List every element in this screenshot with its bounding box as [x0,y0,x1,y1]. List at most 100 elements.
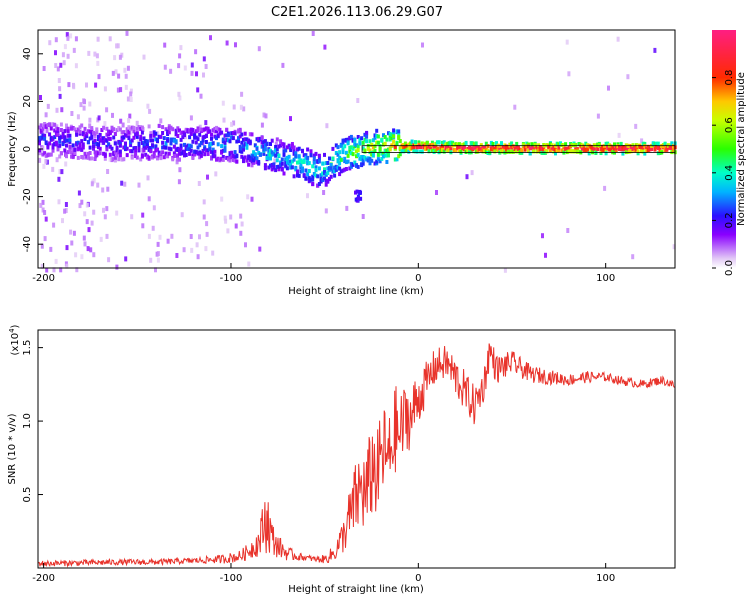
spectrogram-cell [272,151,276,156]
spectrogram-cell [274,148,278,153]
colorbar-label: Normalized spectral amplitude [736,72,747,226]
spectrogram-cell [478,146,482,151]
spectrogram-cell [142,54,146,60]
spectrogram-cell [56,132,60,137]
spectrogram-cell [97,142,100,147]
spectrogram-cell [184,127,188,132]
spectrogram-cell [108,130,112,135]
spectrogram-cell [311,182,315,186]
spectrogram-cell [393,157,397,162]
spectrogram-cell [527,142,530,147]
spectrogram-cell [183,130,186,135]
spectrogram-cell [392,128,396,133]
spectrogram-cell [378,159,382,164]
spectrogram-cell [274,153,278,158]
spectrogram-cell [287,154,291,159]
spectrogram-cell [383,141,387,146]
spectrogram-cell [88,145,92,150]
spectrogram-cell [294,151,298,156]
spectrogram-cell [317,166,321,171]
spectrogram-cell [587,151,591,156]
spectrogram-cell [81,155,85,160]
spectrogram-cell [292,145,296,150]
spectrogram-cell [516,146,520,151]
spectrogram-cell [164,145,168,150]
spectrogram-cell [68,133,72,138]
spectrogram-cell [72,84,76,90]
spectrogram-cell [226,228,230,234]
spectrogram-cell [53,135,57,140]
spectrogram-cell [139,126,143,131]
spectrogram-cell [208,143,212,148]
spectrogram-cell [388,137,392,142]
spectrogram-cell [496,148,500,153]
spectrogram-cell [400,146,404,151]
spectrogram-cell [196,87,200,93]
spectrogram-cell [344,138,348,143]
spectrogram-cell [543,150,547,155]
spectrogram-cell [505,149,509,154]
spectrogram-cell [90,156,94,161]
spectrogram-cell [56,147,60,152]
spectrogram-cell [161,145,165,150]
spectrogram-cell [565,147,569,152]
spectrogram-cell [139,134,143,139]
spectrogram-cell [164,127,168,132]
spectrogram-cell [359,196,363,201]
spectrogram-cell [242,137,245,142]
spectrogram-cell [548,142,552,147]
spectrogram-cell [243,137,247,142]
spectrogram-cell [570,143,574,147]
spectrogram-cell [398,146,402,151]
spectrogram-cell [134,146,138,150]
spectrogram-cell [557,145,561,150]
spectrogram-cell [326,166,330,171]
spectrogram-cell [56,130,60,134]
spectrogram-cell [51,143,55,148]
spectrogram-cell [621,145,625,150]
spectrogram-cell [58,154,62,159]
spectrogram-cell [130,138,134,143]
spectrogram-cell [42,66,46,71]
spectrogram-cell [118,54,122,60]
spectrogram-cell [474,141,478,146]
spectrogram-cell [198,124,202,130]
spectrogram-cell [346,141,350,146]
spectrogram-cell [425,141,429,146]
spectrogram-cell [242,159,245,164]
spectrogram-cell [242,147,245,152]
spectrogram-cell [130,149,134,154]
spectrogram-cell [86,140,90,145]
spectrogram-cell [269,152,272,157]
spectrogram-cell [154,267,157,273]
spectrogram-cell [76,140,80,145]
spectrogram-cell [83,134,87,139]
spectrogram-cell [174,147,178,152]
spectrogram-cell [525,144,529,149]
spectrogram-cell [55,157,59,163]
spectrogram-cell [245,158,249,163]
spectrogram-cell [334,151,338,155]
spectrogram-cell [122,135,126,140]
spectrogram-cell [125,30,129,36]
spectrogram-cell [48,141,52,146]
spectrogram-cell [240,221,244,227]
snr-y-tick-label: 0.5 [22,487,33,503]
spectrogram-cell [312,172,316,176]
spectrogram-cell [346,159,350,164]
spectrogram-cell [154,137,158,142]
spectrogram-cell [40,263,44,269]
spectrogram-cell [65,138,68,143]
spectrogram-cell [407,149,411,154]
spectrogram-cell [629,149,633,154]
spectrogram-cell [371,138,375,143]
spectrogram-cell [614,145,618,150]
spectrogram-cell [69,33,73,39]
spectrogram-cell [402,145,406,150]
spectrogram-cell [304,155,308,160]
spectrogram-cell [242,106,246,112]
spectrogram-cell [424,142,428,147]
spectrogram-cell [294,154,298,159]
spectrogram-cell [93,51,97,57]
spectrogram-cell [388,131,392,136]
